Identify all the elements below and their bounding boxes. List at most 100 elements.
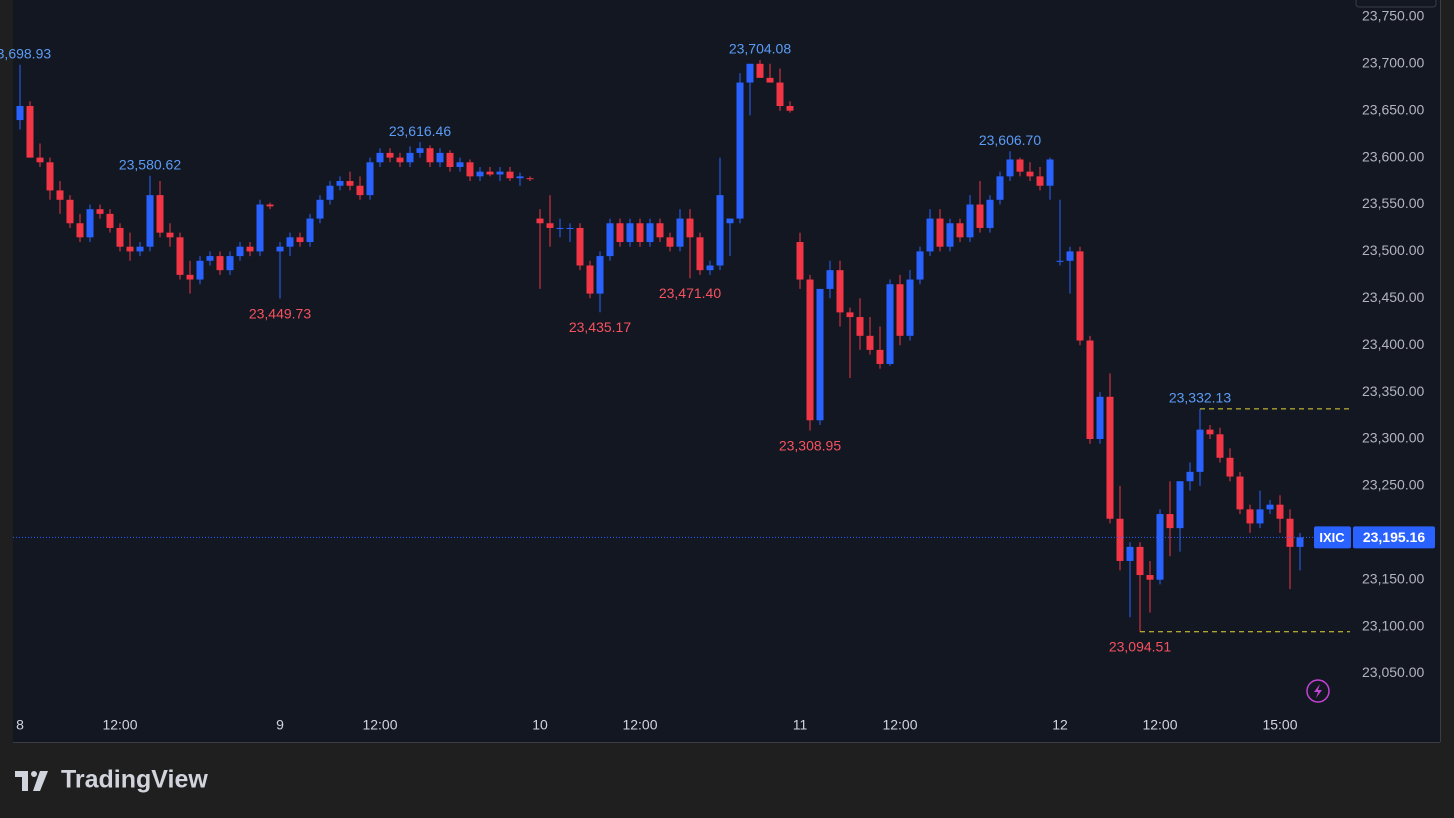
candle-body bbox=[566, 227, 574, 229]
candle-body bbox=[576, 227, 584, 266]
candle-body bbox=[656, 223, 664, 238]
x-tick-label: 11 bbox=[793, 717, 808, 733]
extreme-label: 23,471.40 bbox=[659, 285, 721, 301]
candle-body bbox=[846, 312, 854, 318]
candle-body bbox=[596, 256, 604, 294]
extreme-label: 23,616.46 bbox=[389, 123, 451, 139]
candle-body bbox=[926, 218, 934, 252]
candle-body bbox=[486, 171, 494, 175]
candle-body bbox=[386, 152, 394, 158]
x-tick-label: 12:00 bbox=[622, 717, 657, 733]
x-tick-label: 12:00 bbox=[1142, 717, 1177, 733]
candle-body bbox=[136, 246, 144, 252]
candle-body bbox=[796, 242, 804, 280]
candle-body bbox=[696, 237, 704, 271]
candle-body bbox=[1226, 457, 1234, 477]
extreme-label: 23,308.95 bbox=[779, 437, 841, 453]
candle-body bbox=[726, 218, 734, 224]
candle-body bbox=[306, 218, 314, 243]
candle-body bbox=[1096, 396, 1104, 440]
candle-body bbox=[836, 270, 844, 313]
candle-body bbox=[636, 223, 644, 243]
candle-body bbox=[896, 284, 904, 336]
candle-body bbox=[376, 152, 384, 163]
candle-body bbox=[456, 162, 464, 167]
candle-body bbox=[1166, 514, 1174, 529]
candle-body bbox=[766, 77, 774, 83]
candle-body bbox=[1006, 159, 1014, 177]
candle-body bbox=[396, 157, 404, 163]
candle-body bbox=[26, 106, 34, 158]
candle-body bbox=[866, 335, 874, 350]
candle-body bbox=[226, 256, 234, 271]
y-tick-label: 23,750.00 bbox=[1362, 8, 1424, 24]
candle-body bbox=[906, 279, 914, 336]
candle-body bbox=[876, 349, 884, 364]
candle-body bbox=[936, 218, 944, 247]
candle-body bbox=[216, 256, 224, 271]
candle-body bbox=[436, 152, 444, 163]
candle-body bbox=[406, 152, 414, 163]
candle-body bbox=[1206, 429, 1214, 435]
logo-dot bbox=[31, 771, 37, 777]
candle-body bbox=[286, 237, 294, 247]
candle-body bbox=[206, 256, 214, 261]
candle-body bbox=[1276, 504, 1284, 519]
candle-body bbox=[1046, 159, 1054, 186]
price-label: 23,195.16 bbox=[1363, 529, 1425, 545]
candle-body bbox=[1196, 429, 1204, 472]
y-tick-label: 23,050.00 bbox=[1362, 664, 1424, 680]
candle-body bbox=[516, 176, 524, 179]
candle-body bbox=[1066, 251, 1074, 261]
extreme-label: 23,332.13 bbox=[1169, 390, 1231, 406]
candle-body bbox=[66, 199, 74, 224]
candle-body bbox=[1146, 575, 1154, 580]
candle-body bbox=[1036, 176, 1044, 186]
candle-body bbox=[966, 204, 974, 238]
candle-body bbox=[886, 284, 894, 364]
candle-body bbox=[496, 171, 504, 175]
candle-body bbox=[946, 223, 954, 247]
candle-body bbox=[256, 204, 264, 252]
y-tick-label: 23,100.00 bbox=[1362, 617, 1424, 633]
candle-body bbox=[616, 223, 624, 243]
y-tick-label: 23,650.00 bbox=[1362, 101, 1424, 117]
extreme-label: 23,094.51 bbox=[1109, 638, 1171, 654]
candle-body bbox=[116, 227, 124, 247]
candle-body bbox=[676, 218, 684, 247]
candle-body bbox=[626, 223, 634, 243]
candle-body bbox=[606, 223, 614, 257]
candle-body bbox=[296, 237, 304, 243]
candle-body bbox=[366, 162, 374, 196]
candle-body bbox=[556, 227, 564, 229]
x-tick-label: 12 bbox=[1052, 717, 1068, 733]
candle-body bbox=[416, 148, 424, 153]
x-tick-label: 12:00 bbox=[362, 717, 397, 733]
candle-body bbox=[76, 223, 84, 238]
candle-body bbox=[956, 223, 964, 238]
candle-body bbox=[1026, 171, 1034, 177]
candle-body bbox=[1256, 509, 1264, 524]
candle-body bbox=[756, 63, 764, 78]
candle-body bbox=[856, 317, 864, 336]
candle-body bbox=[336, 181, 344, 186]
candle-body bbox=[446, 152, 454, 167]
alert-icon[interactable] bbox=[1306, 679, 1330, 703]
candle-body bbox=[536, 218, 544, 224]
candle-body bbox=[686, 218, 694, 238]
candle-body bbox=[1016, 159, 1024, 172]
candle-body bbox=[706, 265, 714, 271]
candle-body bbox=[196, 260, 204, 280]
x-tick-label: 15:00 bbox=[1262, 717, 1297, 733]
logo[interactable]: TradingView bbox=[15, 766, 208, 794]
y-tick-label: 23,700.00 bbox=[1362, 54, 1424, 70]
scale-button[interactable] bbox=[1355, 0, 1437, 8]
candle-body bbox=[266, 204, 274, 207]
candle-body bbox=[736, 82, 744, 219]
candle-body bbox=[96, 209, 104, 214]
candle-body bbox=[776, 82, 784, 106]
candle-body bbox=[106, 213, 114, 228]
candle-body bbox=[1106, 396, 1114, 519]
candle-body bbox=[1246, 509, 1254, 524]
